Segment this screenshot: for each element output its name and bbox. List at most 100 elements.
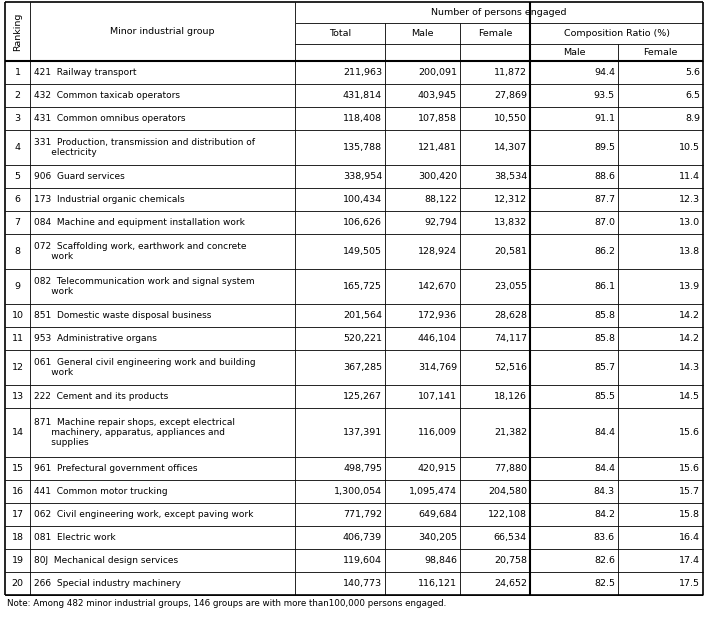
Text: 13: 13 (11, 392, 23, 401)
Text: 100,434: 100,434 (343, 195, 382, 204)
Text: 20,758: 20,758 (494, 556, 527, 565)
Text: 10: 10 (11, 311, 23, 320)
Text: 84.4: 84.4 (594, 464, 615, 473)
Text: 431  Common omnibus operators: 431 Common omnibus operators (34, 114, 185, 123)
Text: 19: 19 (11, 556, 23, 565)
Text: 20,581: 20,581 (494, 247, 527, 256)
Text: 82.5: 82.5 (594, 579, 615, 588)
Text: 11.4: 11.4 (679, 172, 700, 181)
Text: 140,773: 140,773 (343, 579, 382, 588)
Text: 851  Domestic waste disposal business: 851 Domestic waste disposal business (34, 311, 212, 320)
Text: 94.4: 94.4 (594, 68, 615, 77)
Text: 331  Production, transmission and distribution of
      electricity: 331 Production, transmission and distrib… (34, 138, 255, 158)
Text: 15.6: 15.6 (679, 464, 700, 473)
Text: 88,122: 88,122 (424, 195, 457, 204)
Text: 83.6: 83.6 (594, 533, 615, 542)
Text: 24,652: 24,652 (494, 579, 527, 588)
Text: 498,795: 498,795 (343, 464, 382, 473)
Text: 106,626: 106,626 (343, 218, 382, 227)
Text: 906  Guard services: 906 Guard services (34, 172, 125, 181)
Text: 17: 17 (11, 510, 23, 519)
Text: 74,117: 74,117 (494, 334, 527, 343)
Text: 66,534: 66,534 (494, 533, 527, 542)
Text: 3: 3 (14, 114, 21, 123)
Text: 082  Telecommunication work and signal system
      work: 082 Telecommunication work and signal sy… (34, 277, 255, 296)
Text: 119,604: 119,604 (343, 556, 382, 565)
Text: 137,391: 137,391 (343, 428, 382, 437)
Text: 23,055: 23,055 (494, 282, 527, 291)
Text: 28,628: 28,628 (494, 311, 527, 320)
Text: Total: Total (329, 29, 351, 38)
Text: 85.8: 85.8 (594, 334, 615, 343)
Text: 953  Administrative organs: 953 Administrative organs (34, 334, 157, 343)
Text: 062  Civil engineering work, except paving work: 062 Civil engineering work, except pavin… (34, 510, 253, 519)
Text: 14.2: 14.2 (679, 311, 700, 320)
Text: 061  General civil engineering work and building
      work: 061 General civil engineering work and b… (34, 358, 256, 377)
Text: 12,312: 12,312 (494, 195, 527, 204)
Text: Male: Male (411, 29, 434, 38)
Text: 441  Common motor trucking: 441 Common motor trucking (34, 487, 168, 496)
Text: 14,307: 14,307 (494, 143, 527, 152)
Text: 11: 11 (11, 334, 23, 343)
Text: 084  Machine and equipment installation work: 084 Machine and equipment installation w… (34, 218, 245, 227)
Text: 13.0: 13.0 (679, 218, 700, 227)
Text: 15.7: 15.7 (679, 487, 700, 496)
Text: 149,505: 149,505 (343, 247, 382, 256)
Text: 82.6: 82.6 (594, 556, 615, 565)
Text: 93.5: 93.5 (594, 91, 615, 100)
Text: 15.8: 15.8 (679, 510, 700, 519)
Text: 204,580: 204,580 (488, 487, 527, 496)
Text: 201,564: 201,564 (343, 311, 382, 320)
Text: 431,814: 431,814 (343, 91, 382, 100)
Text: Minor industrial group: Minor industrial group (110, 27, 215, 36)
Text: 222  Cement and its products: 222 Cement and its products (34, 392, 169, 401)
Text: Ranking: Ranking (13, 13, 22, 50)
Text: 18: 18 (11, 533, 23, 542)
Text: 118,408: 118,408 (343, 114, 382, 123)
Text: 85.5: 85.5 (594, 392, 615, 401)
Text: 15.6: 15.6 (679, 428, 700, 437)
Text: 128,924: 128,924 (418, 247, 457, 256)
Text: 520,221: 520,221 (343, 334, 382, 343)
Text: 11,872: 11,872 (494, 68, 527, 77)
Text: Note: Among 482 minor industrial groups, 146 groups are with more than100,000 pe: Note: Among 482 minor industrial groups,… (7, 598, 446, 607)
Text: 13,832: 13,832 (493, 218, 527, 227)
Text: Female: Female (478, 29, 512, 38)
Text: 446,104: 446,104 (418, 334, 457, 343)
Text: 17.5: 17.5 (679, 579, 700, 588)
Text: 771,792: 771,792 (343, 510, 382, 519)
Text: 1,300,054: 1,300,054 (334, 487, 382, 496)
Text: 18,126: 18,126 (494, 392, 527, 401)
Text: 121,481: 121,481 (418, 143, 457, 152)
Text: 2: 2 (14, 91, 21, 100)
Text: 7: 7 (14, 218, 21, 227)
Text: 20: 20 (11, 579, 23, 588)
Text: 21,382: 21,382 (494, 428, 527, 437)
Text: 338,954: 338,954 (343, 172, 382, 181)
Text: 84.3: 84.3 (594, 487, 615, 496)
Text: 107,858: 107,858 (418, 114, 457, 123)
Text: 91.1: 91.1 (594, 114, 615, 123)
Text: 072  Scaffolding work, earthwork and concrete
      work: 072 Scaffolding work, earthwork and conc… (34, 242, 246, 261)
Text: 172,936: 172,936 (418, 311, 457, 320)
Text: 38,534: 38,534 (493, 172, 527, 181)
Text: 266  Special industry machinery: 266 Special industry machinery (34, 579, 181, 588)
Text: 10.5: 10.5 (679, 143, 700, 152)
Text: 8: 8 (14, 247, 21, 256)
Text: 16.4: 16.4 (679, 533, 700, 542)
Text: 125,267: 125,267 (343, 392, 382, 401)
Text: 122,108: 122,108 (488, 510, 527, 519)
Text: 173  Industrial organic chemicals: 173 Industrial organic chemicals (34, 195, 185, 204)
Text: Number of persons engaged: Number of persons engaged (431, 8, 566, 17)
Text: 80J  Mechanical design services: 80J Mechanical design services (34, 556, 178, 565)
Text: 135,788: 135,788 (343, 143, 382, 152)
Text: Composition Ratio (%): Composition Ratio (%) (564, 29, 670, 38)
Text: 116,121: 116,121 (418, 579, 457, 588)
Text: 14: 14 (11, 428, 23, 437)
Text: 14.5: 14.5 (679, 392, 700, 401)
Text: 87.0: 87.0 (594, 218, 615, 227)
Text: 211,963: 211,963 (343, 68, 382, 77)
Text: 10,550: 10,550 (494, 114, 527, 123)
Text: Female: Female (644, 48, 678, 57)
Text: 87.7: 87.7 (594, 195, 615, 204)
